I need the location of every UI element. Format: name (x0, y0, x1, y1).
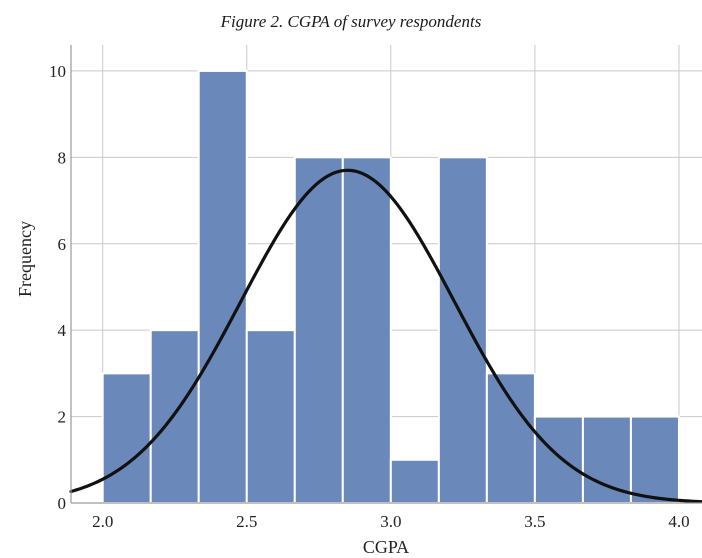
histogram-bar (629, 415, 680, 504)
histogram-bar (149, 329, 200, 504)
histogram-bar (533, 415, 584, 504)
x-tick-label: 3.5 (524, 512, 545, 531)
x-tick-label: 2.5 (236, 512, 257, 531)
histogram-bar (485, 372, 536, 504)
histogram-bar (341, 156, 392, 504)
y-tick-label: 0 (58, 494, 67, 513)
tick-label-layer: 2.0 2.5 3.0 3.5 4.0 0 2 4 6 8 10 (49, 62, 690, 531)
curve-layer (69, 168, 702, 504)
y-tick-label: 2 (58, 408, 67, 427)
y-tick-label: 4 (58, 321, 67, 340)
histogram-bar (245, 329, 296, 504)
y-tick-label: 10 (49, 62, 66, 81)
normal-curve (69, 168, 702, 504)
x-axis-title: CGPA (363, 537, 409, 557)
histogram-bar (389, 458, 440, 504)
histogram-bar (293, 156, 344, 504)
y-tick-label: 8 (58, 148, 67, 167)
x-tick-label: 4.0 (668, 512, 689, 531)
chart-caption: Figure 2. CGPA of survey respondents (220, 12, 482, 31)
axis-layer (70, 45, 702, 504)
histogram-bar (437, 156, 488, 504)
x-tick-label: 2.0 (92, 512, 113, 531)
y-axis-title: Frequency (15, 221, 35, 297)
histogram-bar (101, 372, 152, 504)
y-tick-label: 6 (58, 235, 67, 254)
histogram-bar (197, 69, 248, 504)
bar-layer (101, 69, 680, 504)
x-tick-label: 3.0 (380, 512, 401, 531)
